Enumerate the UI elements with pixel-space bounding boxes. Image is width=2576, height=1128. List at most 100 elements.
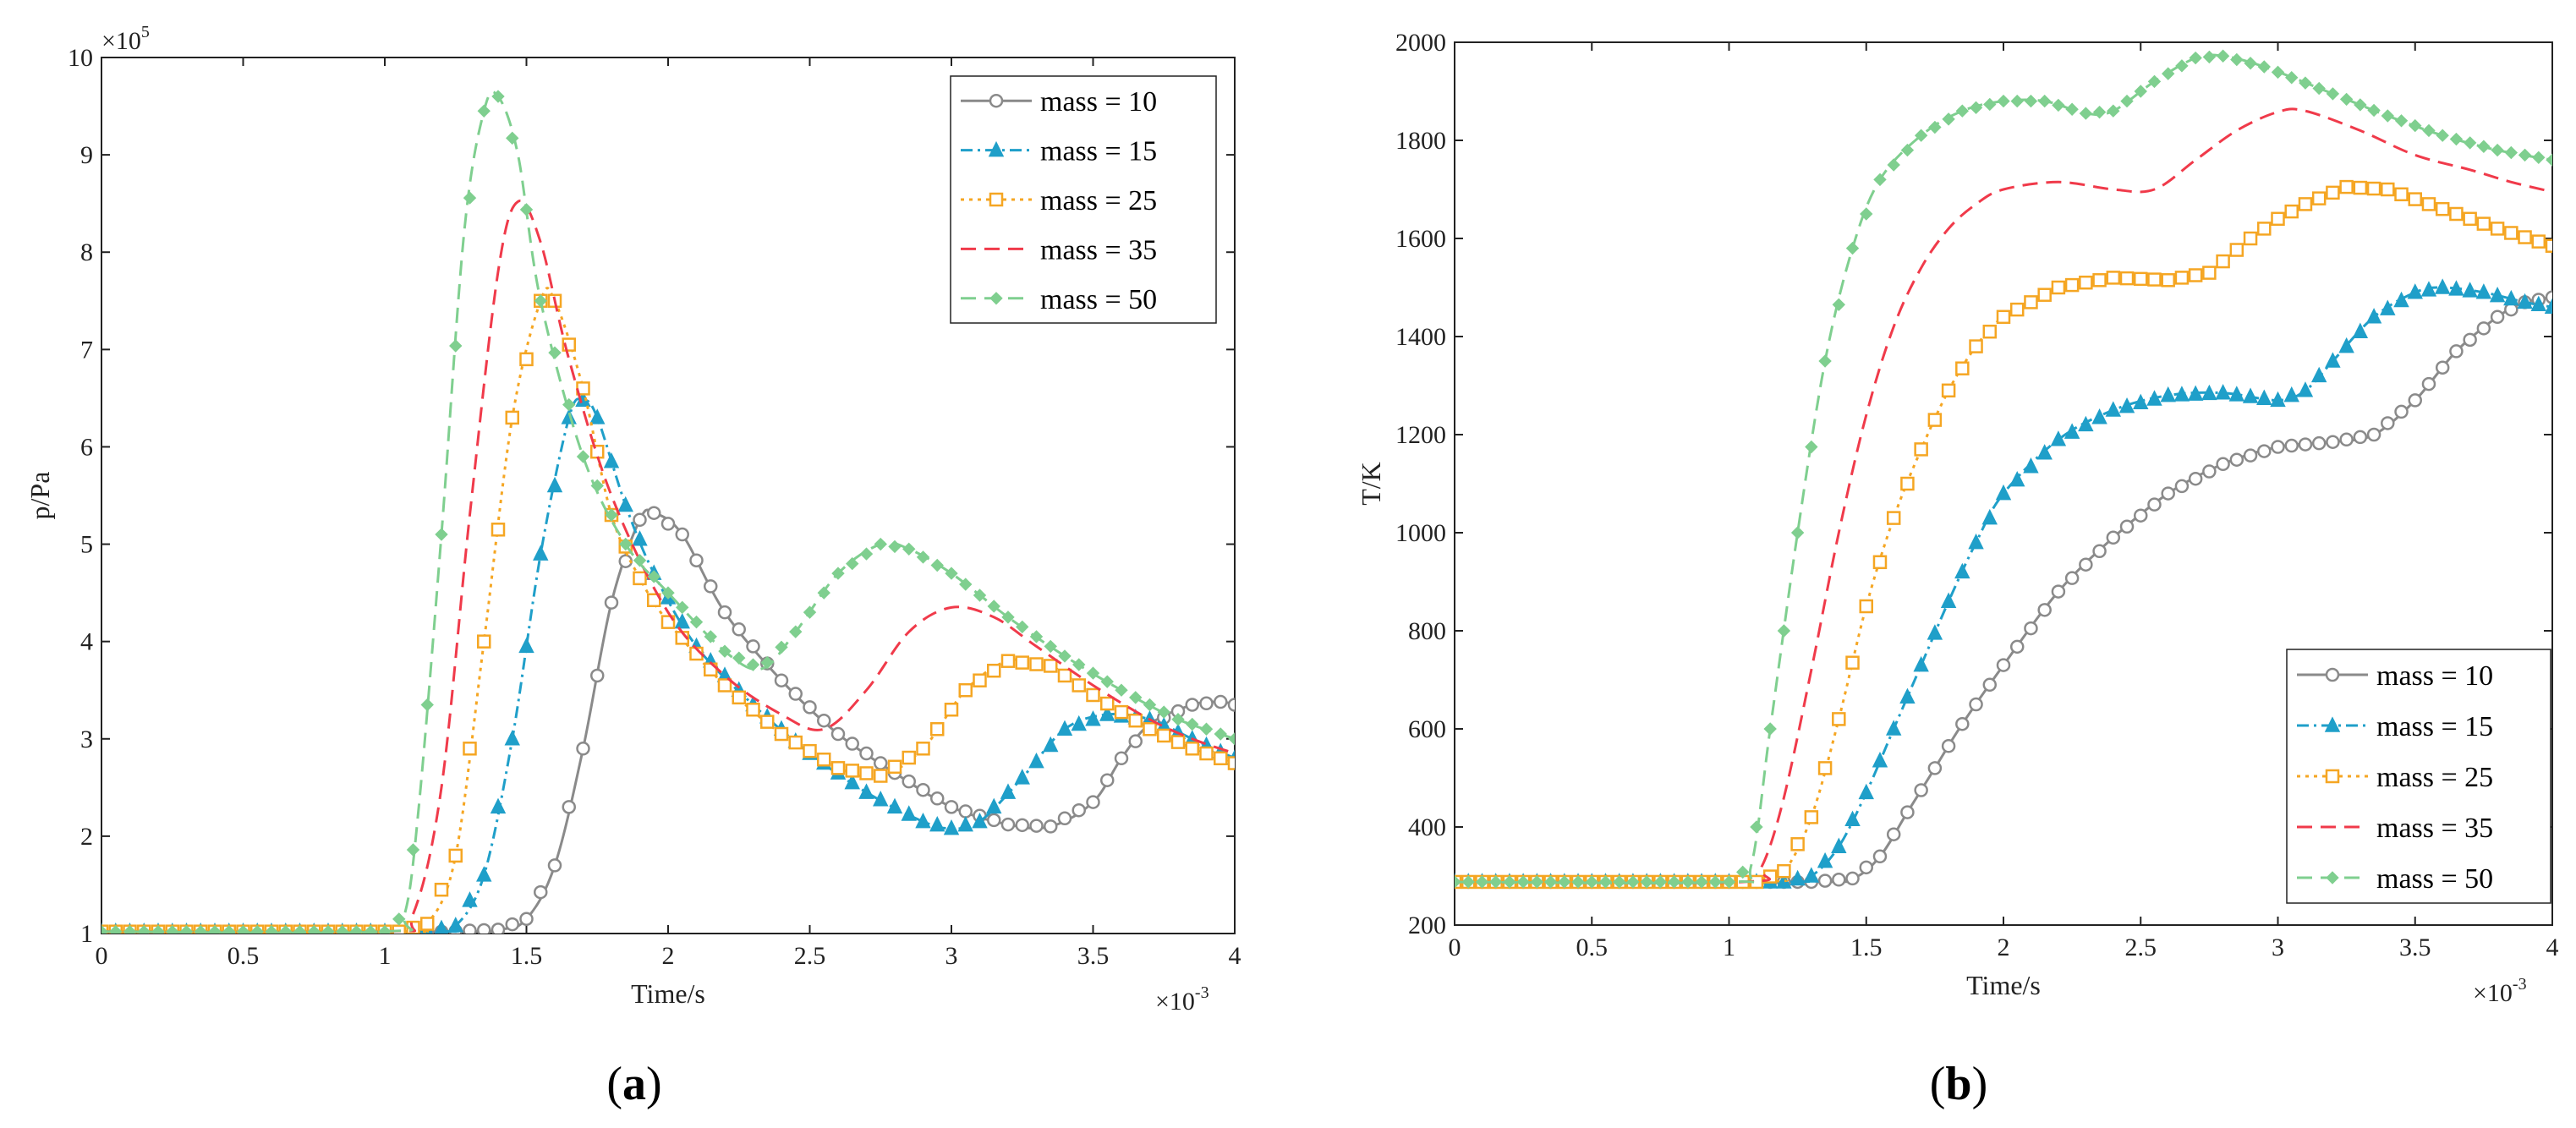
series-point: [1981, 508, 1998, 525]
series-point: [1099, 705, 1115, 721]
series-point: [2257, 222, 2272, 236]
series-point: [1086, 666, 1100, 680]
series-point: [2381, 416, 2395, 430]
series-point: [718, 644, 732, 658]
series-point: [2420, 281, 2437, 297]
series-point: [844, 773, 860, 790]
series-point: [1667, 875, 1681, 889]
series-point: [1845, 655, 1860, 670]
series-point: [506, 131, 519, 145]
series-point: [2339, 92, 2354, 107]
series-point: [2394, 404, 2409, 419]
panel-label-a-open: (: [606, 1058, 622, 1110]
legend-marker: [988, 140, 1005, 157]
series-point: [2092, 544, 2107, 558]
series-point: [760, 655, 774, 670]
series-point: [590, 479, 604, 493]
series-point: [2284, 438, 2299, 453]
series-point: [887, 759, 902, 775]
series-point: [2353, 430, 2368, 445]
series-point: [1899, 687, 1916, 704]
series-point: [1626, 875, 1640, 889]
x-multiplier-b: ×10-3: [2473, 975, 2527, 1007]
series-point: [2079, 275, 2093, 290]
series-point: [2024, 94, 2038, 108]
x-multiplier-exp-a: -3: [1195, 983, 1209, 1002]
series-point: [590, 668, 605, 683]
series-point: [364, 924, 377, 934]
series-point: [2078, 415, 2094, 432]
series-point: [2490, 222, 2505, 236]
series-point: [236, 924, 250, 934]
series-point: [491, 90, 505, 103]
legend-label: mass = 50: [1040, 284, 1157, 315]
series-point: [2244, 57, 2257, 70]
series-point: [803, 605, 817, 619]
series-point: [1185, 698, 1199, 712]
y-multiplier-exp-a: 5: [141, 23, 150, 41]
panel-label-a-close: ): [646, 1058, 662, 1110]
series-point: [490, 797, 507, 814]
series-point: [1900, 143, 1915, 157]
series-point: [2476, 321, 2491, 336]
legend-marker: [2324, 716, 2341, 732]
series-point: [1072, 678, 1086, 693]
series-point: [2216, 457, 2230, 472]
series-point: [2354, 98, 2367, 112]
y-tick-label: 1000: [1395, 519, 1446, 547]
series-point: [2338, 337, 2354, 353]
series-point: [633, 571, 647, 586]
series-point: [2408, 393, 2422, 408]
series-point: [1001, 611, 1015, 624]
chart-panel-b: 0 0.5 1 1.5 2 2.5 3 3.5 4 200 400 600 800 1000 1200 140…: [1356, 29, 2559, 1110]
series-point: [279, 924, 293, 934]
series-point: [1913, 655, 1929, 672]
series-point: [1072, 802, 1086, 818]
series-point: [1228, 732, 1235, 746]
series-point: [2242, 387, 2259, 403]
series-point: [1461, 875, 1475, 889]
series-point: [1227, 698, 1235, 712]
x-axis-label-b: Time/s: [1966, 970, 2041, 1000]
series-point: [689, 553, 704, 567]
series-point: [519, 352, 534, 367]
series-point: [2463, 332, 2477, 348]
series-point: [1214, 727, 1227, 741]
series-point: [1955, 716, 1970, 731]
series-point: [2546, 153, 2552, 167]
series-point: [2202, 50, 2217, 64]
series-point: [1057, 811, 1072, 826]
series-point: [2434, 278, 2451, 294]
series-point: [1157, 728, 1171, 743]
series-point: [2311, 435, 2327, 451]
series-point: [1859, 599, 1873, 614]
series-point: [1940, 592, 1957, 608]
series-point: [945, 567, 958, 580]
legend-label: mass = 25: [2376, 762, 2493, 793]
series-point: [1115, 683, 1128, 697]
y-tick-label: 5: [80, 531, 93, 559]
series-point: [2448, 280, 2464, 296]
series-point: [1558, 875, 1571, 889]
series-point: [2352, 322, 2369, 338]
series-point: [2229, 243, 2244, 257]
series-point: [1199, 746, 1214, 761]
series-point: [2161, 67, 2175, 80]
series-point: [1722, 875, 1736, 889]
series-point: [2079, 557, 2093, 572]
series-point: [1817, 761, 1833, 775]
series-point: [293, 924, 307, 934]
legend-marker: [2326, 871, 2339, 884]
series-point: [902, 774, 916, 789]
series-point: [1927, 413, 1943, 427]
x-multiplier-base-b: ×10: [2473, 979, 2513, 1007]
series-point: [2023, 457, 2039, 474]
series-point: [1777, 624, 1791, 638]
series-point: [874, 756, 888, 770]
series-point: [2491, 143, 2504, 157]
series-point: [1114, 751, 1129, 766]
series-point: [859, 547, 874, 561]
series-point: [2064, 277, 2080, 293]
y-tick-label: 800: [1408, 617, 1446, 645]
series-point: [2174, 479, 2190, 494]
